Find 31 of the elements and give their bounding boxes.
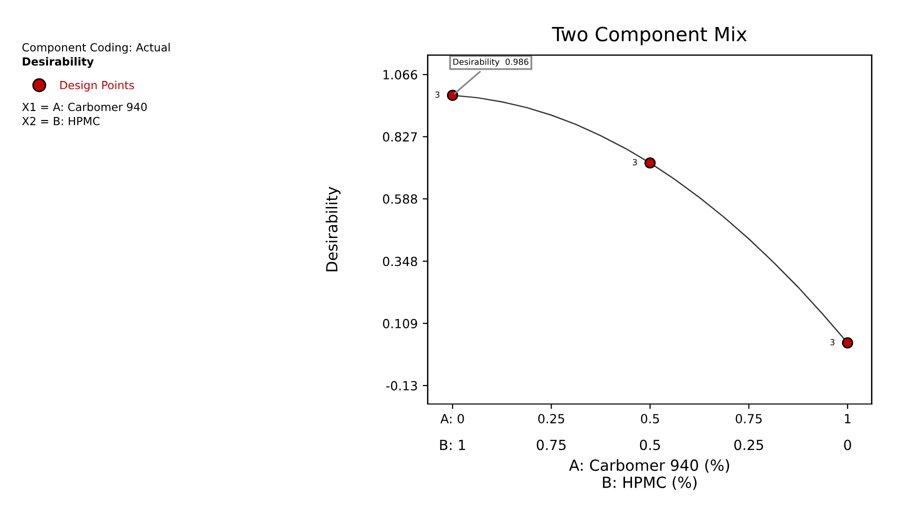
text: X1 = A: Carbomer 940 [22, 102, 147, 112]
x-tick-label: 1 [844, 414, 850, 424]
x-tick-label: 0.25 [538, 414, 564, 424]
y-tick-label: -0.13 [386, 381, 417, 390]
text: Component Coding: Actual [22, 42, 170, 54]
y-axis-title: Desirability [326, 186, 340, 272]
chart-title: Two Component Mix [552, 26, 747, 46]
x-tick-label: A: 0 [440, 414, 464, 424]
y-tick-label: 0.109 [382, 318, 418, 328]
annotation: 3 [632, 159, 637, 166]
point [446, 90, 458, 101]
text: X2 = B: HPMC [22, 116, 100, 126]
x2-tick-label: 0.5 [640, 440, 660, 450]
x-tick-label: 0.75 [736, 414, 762, 424]
annotation: Desirability 0.986 [453, 58, 528, 67]
y-tick-label: 0.588 [382, 194, 418, 204]
x-axis-title: A: Carbomer 940 (%) B: HPMC (%) [569, 459, 730, 490]
x2-tick-label: B: 1 [440, 440, 465, 450]
point [644, 157, 656, 169]
y-tick-label: 0.348 [382, 256, 418, 266]
legend-label: Design Points [60, 80, 134, 92]
y-tick-label: 0.827 [382, 132, 417, 142]
y-tick-label: 1.066 [384, 70, 418, 80]
annotation: 3 [435, 91, 440, 98]
text: Desirability [22, 57, 94, 68]
point [842, 337, 854, 348]
x-tick-label: 0.5 [640, 414, 659, 424]
x2-tick-label: 0.25 [734, 440, 764, 450]
annotation: 3 [830, 339, 834, 346]
x2-tick-label: 0.75 [536, 440, 566, 450]
x2-tick-label: 0 [844, 440, 852, 450]
